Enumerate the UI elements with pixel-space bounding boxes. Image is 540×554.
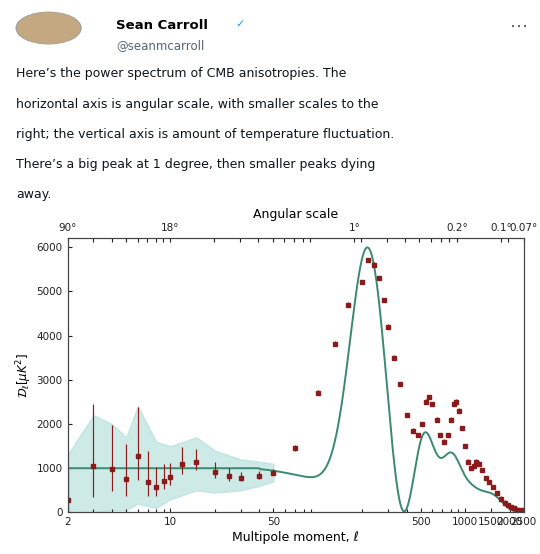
Text: @seanmcarroll: @seanmcarroll bbox=[116, 39, 205, 52]
X-axis label: Multipole moment, ℓ: Multipole moment, ℓ bbox=[232, 531, 359, 545]
Ellipse shape bbox=[16, 12, 81, 44]
Text: There’s a big peak at 1 degree, then smaller peaks dying: There’s a big peak at 1 degree, then sma… bbox=[16, 158, 376, 171]
X-axis label: Angular scale: Angular scale bbox=[253, 208, 338, 221]
Text: away.: away. bbox=[16, 188, 52, 202]
Text: right; the vertical axis is amount of temperature fluctuation.: right; the vertical axis is amount of te… bbox=[16, 128, 394, 141]
Y-axis label: $\mathcal{D}_\ell[\mu K^2]$: $\mathcal{D}_\ell[\mu K^2]$ bbox=[14, 353, 33, 398]
Text: Sean Carroll: Sean Carroll bbox=[116, 19, 208, 32]
Text: horizontal axis is angular scale, with smaller scales to the: horizontal axis is angular scale, with s… bbox=[16, 98, 379, 111]
Text: ⋯: ⋯ bbox=[510, 18, 528, 36]
Text: ✓: ✓ bbox=[235, 19, 244, 29]
Text: Here’s the power spectrum of CMB anisotropies. The: Here’s the power spectrum of CMB anisotr… bbox=[16, 68, 347, 80]
Ellipse shape bbox=[17, 13, 80, 43]
